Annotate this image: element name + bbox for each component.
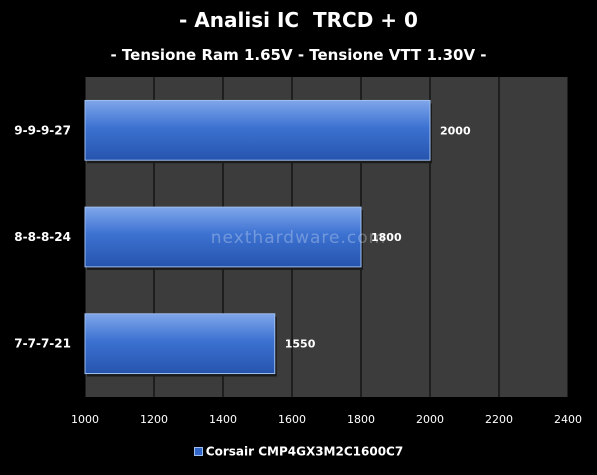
bar — [84, 99, 431, 161]
bar — [84, 206, 362, 268]
data-labels: 2000 1800 1550 — [285, 124, 471, 350]
x-tick-label: 2000 — [416, 413, 444, 426]
chart-subtitle: - Tensione Ram 1.65V - Tensione VTT 1.30… — [110, 46, 487, 64]
x-tick-label: 1600 — [278, 413, 306, 426]
category-label: 8-8-8-24 — [14, 230, 71, 244]
x-tick-label: 2200 — [485, 413, 513, 426]
x-tick-label: 1200 — [140, 413, 168, 426]
chart-title: - Analisi IC TRCD + 0 — [179, 8, 418, 32]
x-tick-label: 2400 — [554, 413, 582, 426]
legend-label: Corsair CMP4GX3M2C1600C7 — [205, 444, 404, 459]
x-tick-label: 1400 — [209, 413, 237, 426]
data-label: 1800 — [371, 231, 402, 244]
x-tick-labels: 1000 1200 1400 1600 1800 2000 2200 2400 — [71, 413, 582, 426]
bar — [84, 313, 276, 375]
category-labels: 9-9-9-27 8-8-8-24 7-7-7-21 — [14, 123, 71, 350]
data-label: 1550 — [285, 338, 316, 351]
bars — [84, 99, 432, 377]
category-label: 9-9-9-27 — [14, 123, 71, 137]
category-label: 7-7-7-21 — [14, 337, 71, 351]
legend-swatch — [193, 447, 203, 456]
x-tick-label: 1000 — [71, 413, 99, 426]
data-label: 2000 — [440, 124, 471, 137]
x-tick-label: 1800 — [347, 413, 375, 426]
legend: Corsair CMP4GX3M2C1600C7 — [0, 444, 597, 459]
